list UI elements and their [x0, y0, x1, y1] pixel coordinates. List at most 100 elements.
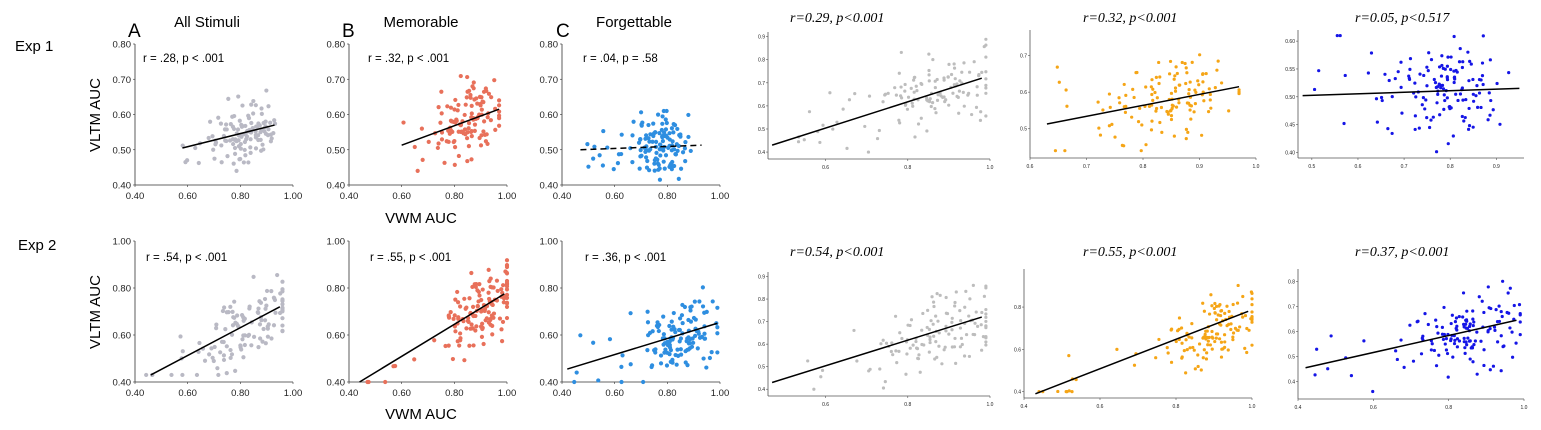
- data-point: [1177, 83, 1181, 87]
- data-point: [691, 340, 696, 345]
- regression-line: [771, 316, 983, 384]
- regression-line: [1305, 319, 1517, 369]
- data-point: [1158, 120, 1162, 125]
- data-point: [929, 104, 933, 109]
- data-point: [984, 43, 988, 47]
- data-point: [889, 349, 893, 354]
- data-point: [1486, 285, 1490, 289]
- data-point: [927, 52, 931, 56]
- data-point: [984, 70, 988, 74]
- data-point: [835, 120, 839, 124]
- data-point: [898, 331, 902, 335]
- data-point: [953, 300, 957, 305]
- data-point: [637, 166, 642, 171]
- data-point: [933, 85, 937, 90]
- data-point: [436, 105, 441, 110]
- data-point: [1174, 339, 1178, 344]
- data-point: [235, 127, 241, 132]
- data-point: [1411, 359, 1416, 363]
- data-point: [1445, 351, 1450, 356]
- data-point: [667, 131, 672, 136]
- data-point: [1132, 95, 1136, 100]
- data-point: [1414, 95, 1418, 99]
- data-point: [1517, 303, 1522, 307]
- chart-r1a: 0.6 0.8 1.0 0.4 0.5 0.6 0.7 0.8 0.9 r=0.29, p<0.0…: [758, 11, 994, 171]
- data-point: [249, 102, 254, 107]
- data-point: [1493, 328, 1497, 333]
- data-point: [491, 315, 496, 320]
- data-point: [280, 298, 285, 303]
- data-point: [971, 332, 975, 337]
- data-point: [1437, 353, 1441, 357]
- data-point: [831, 127, 835, 131]
- data-point: [638, 110, 644, 115]
- data-point: [239, 124, 244, 129]
- data-point: [1505, 310, 1509, 315]
- data-point: [1454, 316, 1459, 320]
- data-point: [937, 344, 941, 348]
- data-point: [1231, 302, 1235, 307]
- data-point: [1174, 105, 1179, 109]
- data-point: [650, 139, 655, 144]
- data-point: [455, 108, 460, 113]
- data-point: [899, 50, 903, 55]
- data-point: [469, 270, 474, 276]
- data-point: [1442, 332, 1446, 337]
- data-point: [891, 353, 895, 357]
- data-point: [1108, 105, 1112, 109]
- data-point: [980, 310, 984, 315]
- data-point: [930, 101, 935, 105]
- data-point: [504, 282, 510, 287]
- data-point: [1457, 314, 1461, 319]
- data-point: [466, 144, 471, 149]
- data-point: [1064, 88, 1068, 92]
- data-point: [912, 78, 916, 82]
- regression-line: [1046, 85, 1240, 125]
- data-point: [1432, 77, 1436, 82]
- data-point: [280, 302, 285, 307]
- data-point: [674, 362, 679, 367]
- data-point: [1479, 105, 1483, 110]
- data-point: [881, 338, 885, 342]
- data-point: [1435, 325, 1439, 329]
- data-point: [927, 100, 932, 104]
- data-point: [1160, 130, 1164, 134]
- x-tick-label: 0.60: [605, 191, 624, 202]
- data-point: [1349, 374, 1354, 378]
- data-point: [704, 365, 709, 370]
- data-point: [697, 299, 702, 304]
- data-point: [679, 313, 685, 318]
- data-point: [915, 346, 919, 350]
- data-point: [895, 361, 899, 365]
- data-point: [465, 158, 470, 164]
- data-point: [676, 327, 682, 333]
- data-point: [1313, 373, 1317, 377]
- data-point: [1399, 60, 1403, 64]
- data-point: [214, 326, 219, 331]
- data-point: [1193, 367, 1197, 371]
- data-point: [269, 336, 274, 341]
- data-point: [448, 105, 454, 110]
- y-tick-label: 0.55: [1285, 67, 1295, 73]
- data-point: [222, 127, 228, 132]
- data-point: [984, 312, 988, 316]
- data-point: [1421, 96, 1425, 100]
- data-point: [970, 112, 974, 117]
- data-point: [488, 118, 493, 123]
- data-point: [667, 342, 672, 348]
- data-point: [197, 340, 202, 346]
- data-point: [1315, 347, 1319, 351]
- data-point: [1201, 336, 1205, 340]
- data-point: [984, 114, 988, 118]
- data-point: [258, 336, 263, 341]
- data-point: [886, 91, 890, 95]
- data-point: [1442, 93, 1446, 97]
- data-point: [1415, 320, 1419, 324]
- data-point: [246, 113, 251, 118]
- data-point: [257, 299, 262, 304]
- data-point: [236, 94, 241, 99]
- data-point: [942, 348, 946, 352]
- data-point: [963, 305, 967, 309]
- data-point: [218, 121, 224, 126]
- data-point: [169, 372, 174, 378]
